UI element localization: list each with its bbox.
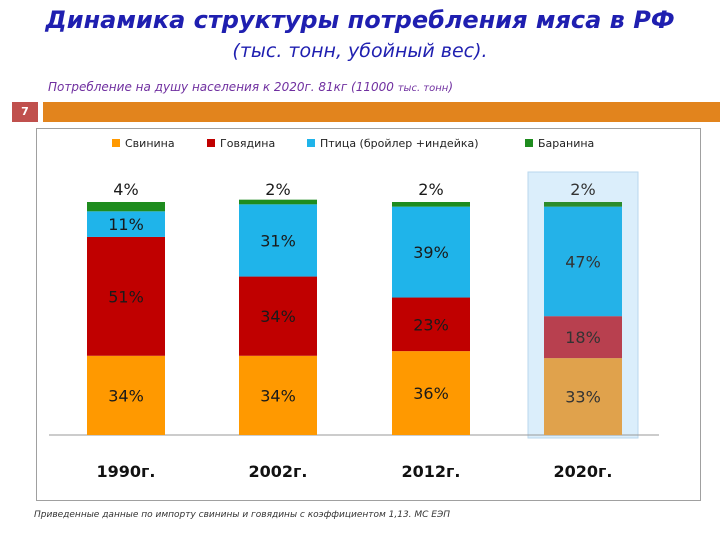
data-label-poultry-0: 11% xyxy=(108,215,144,234)
consumption-note: Потребление на душу населения к 2020г. 8… xyxy=(48,80,453,94)
data-label-beef-2: 23% xyxy=(413,315,449,334)
bar-beef-2 xyxy=(392,297,470,352)
bar-pork-1 xyxy=(239,355,317,435)
data-label-pork-1: 34% xyxy=(260,386,296,405)
note-end: ) xyxy=(448,80,454,94)
bar-lamb-2 xyxy=(392,202,470,207)
data-label-pork-2: 36% xyxy=(413,384,449,403)
legend-label-pork: Свинина xyxy=(125,137,175,150)
legend-label-poultry: Птица (бройлер +индейка) xyxy=(320,137,479,150)
legend-swatch-beef xyxy=(207,139,215,147)
data-label-beef-1: 34% xyxy=(260,307,296,326)
bar-pork-2 xyxy=(392,351,470,435)
data-label-lamb-3: 2% xyxy=(570,180,595,199)
data-label-lamb-0: 4% xyxy=(113,180,138,199)
bar-beef-0 xyxy=(87,236,165,356)
data-label-lamb-1: 2% xyxy=(265,180,290,199)
bar-poultry-3 xyxy=(544,206,622,317)
legend-label-beef: Говядина xyxy=(220,137,275,150)
category-label-2: 2012г. xyxy=(402,462,461,481)
category-label-0: 1990г. xyxy=(97,462,156,481)
footer-note: Приведенные данные по импорту свинины и … xyxy=(34,510,451,520)
slide-number: 7 xyxy=(12,102,38,122)
bar-beef-3 xyxy=(544,316,622,359)
category-label-3: 2020г. xyxy=(554,462,613,481)
bar-lamb-3 xyxy=(544,202,622,207)
data-label-lamb-2: 2% xyxy=(418,180,443,199)
bar-pork-0 xyxy=(87,355,165,435)
data-label-beef-3: 18% xyxy=(565,328,601,347)
legend-swatch-poultry xyxy=(307,139,315,147)
note-main: Потребление на душу населения к 2020г. 8… xyxy=(48,80,398,94)
category-label-1: 2002г. xyxy=(249,462,308,481)
page-subtitle: (тыс. тонн, убойный вес). xyxy=(232,40,488,62)
page-title: Динамика структуры потребления мяса в РФ xyxy=(45,6,675,34)
bar-poultry-1 xyxy=(239,204,317,277)
bar-pork-3 xyxy=(544,358,622,435)
data-label-poultry-3: 47% xyxy=(565,252,601,271)
legend-label-lamb: Баранина xyxy=(538,137,594,150)
data-label-poultry-1: 31% xyxy=(260,231,296,250)
bar-poultry-2 xyxy=(392,206,470,298)
stacked-bar-chart: Свинина Говядина Птица (бройлер +индейка) Б… xyxy=(49,137,659,481)
legend-swatch-lamb xyxy=(525,139,533,147)
bar-beef-1 xyxy=(239,276,317,356)
data-label-beef-0: 51% xyxy=(108,287,144,306)
chart-frame: Свинина Говядина Птица (бройлер +индейка) Б… xyxy=(36,128,701,501)
bar-lamb-1 xyxy=(239,199,317,205)
note-units: тыс. тонн xyxy=(397,83,449,94)
bar-lamb-0 xyxy=(87,202,165,212)
legend-swatch-pork xyxy=(112,139,120,147)
data-label-poultry-2: 39% xyxy=(413,243,449,262)
data-label-pork-3: 33% xyxy=(565,388,601,407)
header-band xyxy=(43,102,720,122)
bar-poultry-0 xyxy=(87,211,165,237)
data-label-pork-0: 34% xyxy=(108,386,144,405)
